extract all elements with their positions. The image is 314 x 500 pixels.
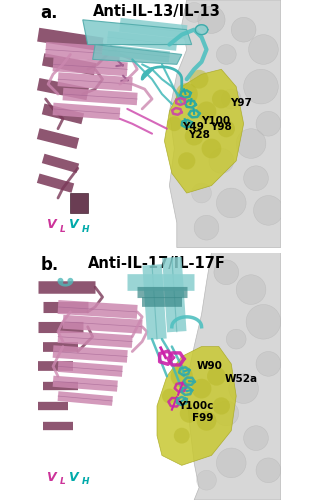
Text: H: H (82, 225, 90, 234)
Circle shape (180, 404, 198, 423)
Circle shape (216, 188, 246, 218)
Text: F99: F99 (192, 414, 213, 424)
Circle shape (198, 6, 225, 34)
Text: Y100c: Y100c (178, 401, 214, 411)
Text: Y49: Y49 (182, 122, 203, 132)
Circle shape (184, 2, 204, 22)
Circle shape (216, 44, 236, 64)
Circle shape (202, 138, 221, 158)
Circle shape (236, 128, 266, 158)
Text: L: L (60, 478, 66, 486)
Polygon shape (165, 70, 244, 193)
Circle shape (213, 398, 230, 414)
Text: Y98: Y98 (210, 122, 232, 132)
Text: Y100: Y100 (202, 116, 231, 126)
Text: L: L (60, 225, 66, 234)
Circle shape (207, 367, 226, 386)
Text: V: V (46, 218, 55, 232)
Circle shape (197, 102, 216, 121)
Text: a.: a. (41, 4, 58, 22)
Circle shape (218, 120, 235, 138)
Circle shape (229, 374, 258, 404)
Polygon shape (195, 25, 208, 34)
Text: W52a: W52a (225, 374, 258, 384)
Text: b.: b. (41, 256, 59, 274)
Text: V: V (68, 218, 78, 232)
Text: Y97: Y97 (230, 98, 252, 108)
Circle shape (231, 18, 256, 42)
Circle shape (212, 90, 231, 108)
Circle shape (171, 365, 193, 388)
Circle shape (197, 411, 216, 430)
Circle shape (256, 112, 281, 136)
Circle shape (167, 116, 182, 131)
Text: W90: W90 (197, 362, 223, 372)
Text: H: H (82, 478, 90, 486)
Circle shape (185, 126, 203, 146)
Polygon shape (169, 0, 281, 248)
Text: Y28: Y28 (188, 130, 210, 140)
Circle shape (244, 426, 268, 450)
Circle shape (236, 275, 266, 304)
Circle shape (256, 458, 281, 482)
Text: V: V (68, 471, 78, 484)
Polygon shape (157, 346, 236, 466)
Circle shape (190, 70, 208, 88)
Circle shape (226, 329, 246, 349)
Circle shape (216, 448, 246, 478)
Polygon shape (70, 193, 88, 213)
Text: V: V (46, 471, 55, 484)
Circle shape (209, 148, 234, 174)
Circle shape (221, 89, 241, 109)
Circle shape (174, 428, 190, 444)
Circle shape (249, 34, 278, 64)
Polygon shape (187, 252, 281, 500)
Circle shape (162, 388, 177, 404)
Polygon shape (83, 20, 192, 44)
Circle shape (214, 401, 239, 426)
Circle shape (194, 216, 219, 240)
Text: Anti-IL-13/IL-13: Anti-IL-13/IL-13 (93, 4, 221, 18)
Circle shape (192, 378, 211, 398)
Circle shape (244, 70, 278, 104)
Circle shape (192, 183, 211, 203)
Circle shape (197, 470, 216, 490)
Text: Anti-IL-17/IL-17F: Anti-IL-17/IL-17F (88, 256, 226, 271)
Circle shape (244, 166, 268, 190)
Circle shape (176, 83, 198, 105)
Circle shape (178, 152, 195, 170)
Circle shape (253, 196, 283, 225)
Circle shape (214, 260, 239, 284)
Circle shape (256, 352, 281, 376)
Circle shape (246, 304, 281, 339)
Polygon shape (93, 44, 182, 64)
